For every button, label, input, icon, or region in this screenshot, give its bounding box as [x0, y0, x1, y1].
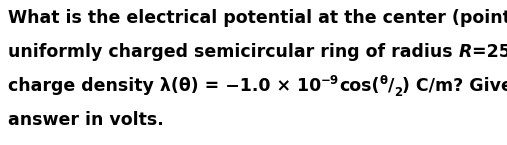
Text: ) C/m? Give your: ) C/m? Give your — [403, 77, 507, 95]
Text: θ: θ — [380, 75, 388, 87]
Text: R: R — [459, 43, 472, 61]
Text: =25 cm and: =25 cm and — [472, 43, 507, 61]
Text: /: / — [388, 77, 394, 95]
Text: 2: 2 — [394, 87, 403, 99]
Text: answer in volts.: answer in volts. — [8, 111, 164, 129]
Text: What is the electrical potential at the center (point O) of a non-: What is the electrical potential at the … — [8, 9, 507, 27]
Text: cos(: cos( — [339, 77, 380, 95]
Text: charge density λ(θ) = −1.0 × 10: charge density λ(θ) = −1.0 × 10 — [8, 77, 321, 95]
Text: −9: −9 — [321, 75, 339, 87]
Text: uniformly charged semicircular ring of radius: uniformly charged semicircular ring of r… — [8, 43, 459, 61]
